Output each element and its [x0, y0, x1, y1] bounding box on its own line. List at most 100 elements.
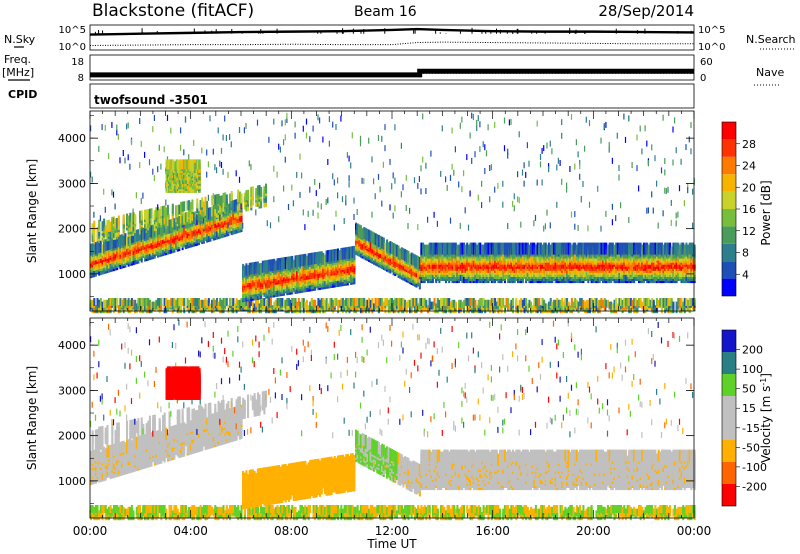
power-cell [196, 214, 198, 221]
power-cell [271, 305, 274, 314]
power-cell [286, 298, 289, 306]
power-cell [373, 178, 375, 185]
power-cell [144, 298, 147, 306]
power-cell [196, 298, 199, 306]
power-cell [122, 214, 125, 225]
power-cell [247, 299, 250, 308]
power-cell [379, 186, 381, 193]
power-cell [250, 262, 253, 275]
power-cell [477, 194, 479, 201]
power-cell [322, 252, 325, 265]
power-cell [570, 244, 573, 257]
power-cell [278, 258, 281, 270]
power-cell [368, 137, 370, 144]
power-cell [518, 242, 521, 255]
power-cell [521, 169, 524, 176]
power-cell [548, 242, 551, 255]
power-cell [163, 298, 166, 306]
power-cell [168, 213, 170, 220]
power-cell [289, 256, 292, 269]
power-cell [557, 157, 559, 164]
power-cell [312, 252, 315, 265]
freq-label: Freq. [4, 53, 31, 66]
power-cell [106, 220, 109, 231]
power-cell [90, 171, 92, 178]
power-cell [317, 212, 319, 219]
power-cell [229, 298, 232, 306]
power-cell [502, 201, 504, 208]
power-cell [314, 252, 317, 265]
power-cell [508, 303, 511, 312]
power-cell [526, 303, 529, 312]
power-cell [166, 299, 169, 308]
power-cell [163, 205, 166, 216]
power-cell [212, 148, 214, 155]
power-cell [451, 299, 454, 308]
power-cell [536, 179, 538, 186]
power-cell [469, 190, 471, 197]
power-cell [363, 227, 366, 239]
power-cell [127, 215, 130, 226]
power-cell [538, 242, 541, 255]
power-cell [467, 298, 470, 306]
power-cell [183, 201, 186, 212]
power-cell [315, 252, 318, 264]
power-cell [459, 242, 462, 255]
power-cell [387, 299, 390, 308]
power-cell [397, 303, 400, 312]
power-cell [348, 260, 351, 273]
power-cell [235, 170, 237, 177]
power-cell [112, 223, 115, 234]
power-cell [287, 204, 290, 210]
power-cell [98, 299, 101, 308]
power-cell [507, 148, 509, 155]
power-cell [485, 242, 488, 255]
power-cell [490, 164, 492, 171]
power-cell [528, 299, 531, 308]
power-cell [374, 298, 377, 306]
power-cell [345, 247, 348, 260]
power-cell [194, 211, 196, 218]
power-cell [474, 242, 477, 255]
power-cell [530, 250, 533, 263]
power-cell [530, 242, 533, 255]
power-cell [274, 260, 277, 273]
power-cell [297, 254, 300, 267]
power-cell [266, 220, 268, 227]
power-cell [343, 247, 346, 260]
power-cell [145, 228, 148, 241]
power-cell [183, 212, 186, 223]
power-cell [348, 175, 350, 182]
power-cell [222, 298, 225, 306]
power-cell [441, 298, 444, 306]
power-cell [461, 116, 463, 123]
power-cell [417, 268, 420, 281]
power-cell [534, 214, 537, 221]
power-cell [341, 247, 344, 260]
power-cell [481, 244, 484, 257]
power-cell [449, 217, 452, 224]
power-cell [124, 233, 127, 246]
power-cell [377, 305, 380, 314]
power-cell [265, 299, 268, 308]
power-cell [163, 221, 166, 234]
power-cell [440, 170, 442, 177]
power-cell [144, 209, 147, 220]
power-cell [144, 151, 146, 158]
power-cell [296, 275, 299, 288]
power-cell [446, 260, 449, 273]
power-cell [489, 165, 491, 171]
power-cell [451, 163, 453, 170]
power-cell [127, 154, 129, 161]
power-cell [168, 219, 171, 232]
power-cell [219, 195, 222, 206]
power-cell [112, 191, 115, 198]
power-cell [191, 199, 194, 210]
power-cell [392, 242, 395, 255]
power-cell [186, 236, 189, 249]
power-cell [206, 149, 208, 156]
power-cell [256, 298, 259, 306]
power-cell [395, 298, 398, 306]
power-cell [361, 177, 363, 184]
power-cell [525, 298, 528, 306]
